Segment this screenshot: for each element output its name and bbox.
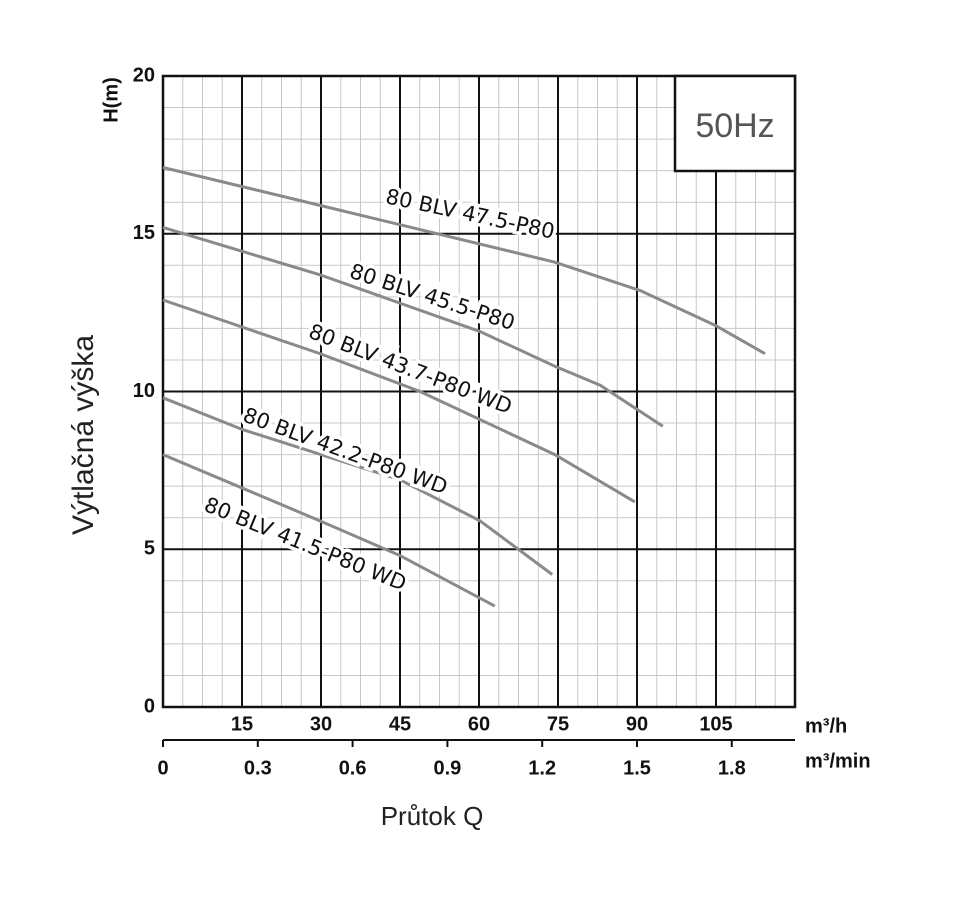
y-unit: H(m) bbox=[100, 77, 122, 123]
curve bbox=[162, 298, 636, 504]
curve bbox=[162, 166, 766, 355]
x-unit: m³/h bbox=[805, 715, 847, 737]
y-axis-label: Výtlačná výška bbox=[67, 335, 100, 535]
curve bbox=[162, 226, 664, 428]
x2-tick-label: 1.2 bbox=[528, 757, 556, 779]
x-tick-label: 75 bbox=[547, 713, 569, 735]
curve-label: 80 BLV 41.5-P80 WD bbox=[201, 493, 410, 596]
curve bbox=[162, 453, 496, 608]
y-tick-label: 10 bbox=[133, 380, 155, 402]
annotation: 50Hz bbox=[695, 107, 774, 145]
y-tick-label: 15 bbox=[133, 222, 155, 244]
x-axis-label: Průtok Q bbox=[381, 801, 484, 831]
y-tick-label: 0 bbox=[144, 695, 155, 717]
x-tick-label: 30 bbox=[310, 713, 332, 735]
x2-tick-label: 0.9 bbox=[433, 757, 461, 779]
x-tick-label: 15 bbox=[231, 713, 253, 735]
x-tick-label: 105 bbox=[699, 713, 732, 735]
plot-frame bbox=[161, 74, 797, 709]
x2-tick-label: 0 bbox=[157, 757, 168, 779]
x-tick-label: 45 bbox=[389, 713, 411, 735]
x2-tick-label: 0.6 bbox=[339, 757, 367, 779]
annotation-box bbox=[673, 74, 797, 173]
x2-tick-label: 0.3 bbox=[244, 757, 272, 779]
y-tick-label: 20 bbox=[133, 64, 155, 86]
x-tick-label: 60 bbox=[468, 713, 490, 735]
y-tick-label: 5 bbox=[144, 538, 155, 560]
curve bbox=[162, 396, 554, 576]
x2-tick-label: 1.8 bbox=[718, 757, 746, 779]
curve-label: 80 BLV 47.5-P80 bbox=[384, 184, 557, 243]
x2-unit: m³/min bbox=[805, 750, 871, 772]
x-tick-label: 90 bbox=[626, 713, 648, 735]
x2-tick-label: 1.5 bbox=[623, 757, 651, 779]
curve-label: 80 BLV 42.2-P80 WD bbox=[240, 403, 451, 499]
